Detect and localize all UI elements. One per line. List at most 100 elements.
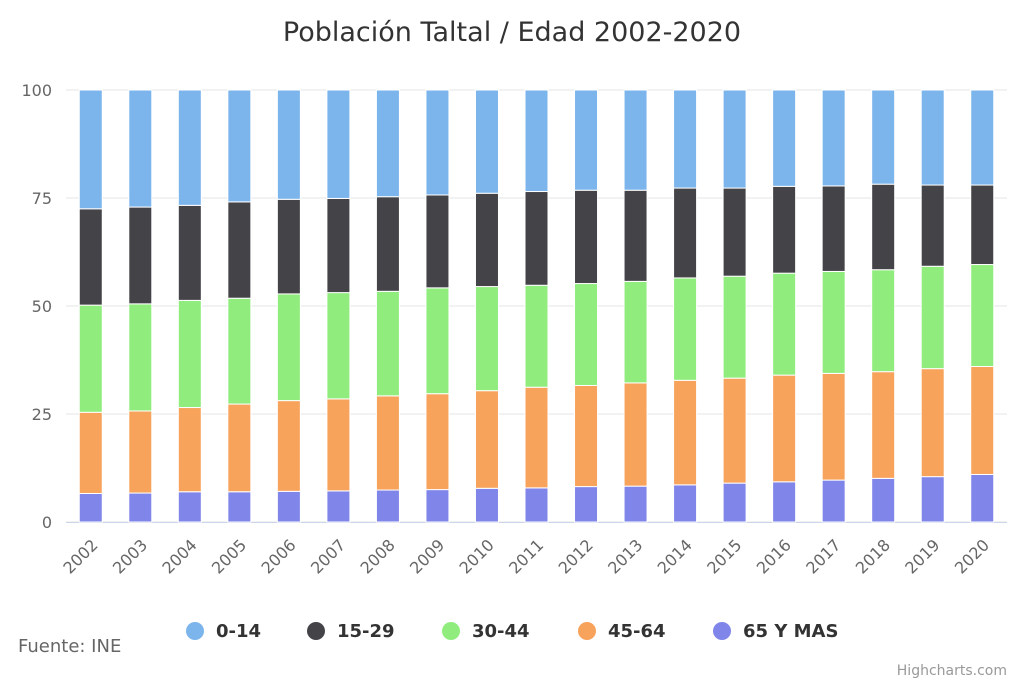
credits-link[interactable]: Highcharts.com (897, 663, 1007, 679)
bar-segment[interactable] (524, 89, 549, 193)
bar-segment[interactable] (821, 185, 846, 272)
bar-segment[interactable] (177, 407, 202, 493)
bar-segment[interactable] (920, 476, 945, 523)
bar-segment[interactable] (970, 473, 995, 523)
legend-marker[interactable] (713, 622, 731, 640)
bar-segment[interactable] (920, 265, 945, 370)
bar-segment[interactable] (821, 372, 846, 481)
bar-segment[interactable] (425, 89, 450, 196)
bar-segment[interactable] (227, 89, 252, 203)
bar-segment[interactable] (128, 89, 153, 208)
bar-segment[interactable] (326, 292, 351, 400)
bar-segment[interactable] (673, 379, 698, 486)
bar-segment[interactable] (772, 185, 797, 274)
bar-segment[interactable] (276, 400, 301, 492)
legend-marker[interactable] (578, 622, 596, 640)
bar-segment[interactable] (326, 197, 351, 294)
bar-segment[interactable] (574, 89, 599, 191)
bar-segment[interactable] (375, 290, 400, 397)
bar-segment[interactable] (128, 492, 153, 523)
bar-segment[interactable] (474, 89, 499, 194)
bar-segment[interactable] (474, 487, 499, 523)
bar-segment[interactable] (821, 479, 846, 523)
bar-segment[interactable] (722, 89, 747, 189)
bar-segment[interactable] (227, 491, 252, 523)
bar-segment[interactable] (673, 89, 698, 189)
bar-segment[interactable] (474, 390, 499, 489)
bar-segment[interactable] (425, 194, 450, 289)
legend-item-label[interactable]: 15-29 (337, 621, 395, 642)
bar-segment[interactable] (623, 382, 648, 487)
bar-segment[interactable] (970, 264, 995, 367)
bar-segment[interactable] (673, 277, 698, 381)
bar-segment[interactable] (722, 187, 747, 277)
bar-segment[interactable] (871, 371, 896, 479)
bar-segment[interactable] (524, 487, 549, 523)
bar-segment[interactable] (276, 89, 301, 200)
bar-segment[interactable] (871, 183, 896, 271)
legend-marker[interactable] (442, 622, 460, 640)
bar-segment[interactable] (722, 275, 747, 379)
bar-segment[interactable] (78, 304, 103, 413)
legend-marker[interactable] (307, 622, 325, 640)
bar-segment[interactable] (474, 192, 499, 288)
bar-segment[interactable] (276, 490, 301, 523)
bar-segment[interactable] (375, 489, 400, 523)
bar-segment[interactable] (574, 486, 599, 523)
legend-item-label[interactable]: 0-14 (216, 621, 261, 642)
bar-segment[interactable] (78, 411, 103, 494)
bar-segment[interactable] (78, 208, 103, 306)
bar-segment[interactable] (177, 89, 202, 206)
bar-segment[interactable] (375, 89, 400, 198)
bar-segment[interactable] (177, 491, 202, 523)
bar-segment[interactable] (524, 386, 549, 489)
bar-segment[interactable] (276, 198, 301, 295)
bar-segment[interactable] (524, 284, 549, 388)
bar-segment[interactable] (772, 272, 797, 376)
legend-marker[interactable] (186, 622, 204, 640)
bar-segment[interactable] (623, 280, 648, 384)
bar-segment[interactable] (326, 89, 351, 199)
bar-segment[interactable] (970, 184, 995, 266)
bar-segment[interactable] (722, 377, 747, 484)
bar-segment[interactable] (623, 189, 648, 282)
bar-segment[interactable] (227, 403, 252, 493)
bar-segment[interactable] (920, 184, 945, 267)
bar-segment[interactable] (970, 365, 995, 475)
bar-segment[interactable] (970, 89, 995, 186)
bar-segment[interactable] (425, 489, 450, 523)
bar-segment[interactable] (524, 191, 549, 286)
legend-item-label[interactable]: 65 Y MAS (743, 621, 838, 642)
bar-segment[interactable] (375, 196, 400, 292)
bar-segment[interactable] (574, 283, 599, 386)
bar-segment[interactable] (722, 482, 747, 523)
bar-segment[interactable] (78, 89, 103, 210)
bar-segment[interactable] (772, 89, 797, 187)
bar-segment[interactable] (326, 398, 351, 492)
legend-item-label[interactable]: 30-44 (472, 621, 530, 642)
bar-segment[interactable] (772, 481, 797, 523)
bar-segment[interactable] (128, 206, 153, 305)
bar-segment[interactable] (871, 477, 896, 523)
bar-segment[interactable] (326, 490, 351, 523)
bar-segment[interactable] (772, 374, 797, 483)
bar-segment[interactable] (177, 299, 202, 409)
bar-segment[interactable] (78, 492, 103, 523)
bar-segment[interactable] (276, 293, 301, 402)
bar-segment[interactable] (375, 395, 400, 491)
bar-segment[interactable] (821, 270, 846, 374)
bar-segment[interactable] (623, 89, 648, 191)
bar-segment[interactable] (871, 89, 896, 185)
bar-segment[interactable] (673, 187, 698, 279)
bar-segment[interactable] (425, 393, 450, 491)
bar-segment[interactable] (574, 384, 599, 488)
bar-segment[interactable] (673, 484, 698, 523)
bar-segment[interactable] (227, 201, 252, 299)
bar-segment[interactable] (177, 204, 202, 301)
bar-segment[interactable] (920, 89, 945, 186)
bar-segment[interactable] (128, 303, 153, 412)
bar-segment[interactable] (227, 297, 252, 405)
bar-segment[interactable] (920, 368, 945, 478)
bar-segment[interactable] (623, 485, 648, 523)
bar-segment[interactable] (474, 286, 499, 392)
